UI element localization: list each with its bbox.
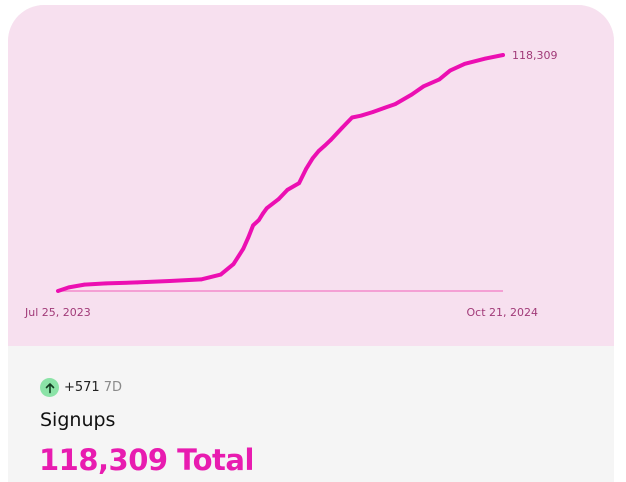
data-point [316,149,321,153]
data-point [257,218,261,222]
data-point [265,206,269,210]
data-point [297,181,301,185]
data-point [67,285,71,290]
data-point [501,53,505,57]
data-point [382,106,387,110]
data-point [328,138,333,142]
data-point [463,62,467,66]
data-point [218,272,223,277]
data-point [56,289,60,293]
data-point [304,167,308,171]
data-point [393,102,398,106]
data-point [340,125,345,130]
data-point [199,277,203,282]
delta-period: 7D [103,380,122,395]
data-point [311,156,315,160]
data-point [359,113,363,118]
chart-panel: 118,309 Jul 25, 2023 Oct 21, 2024 [8,5,614,346]
data-point [370,110,375,114]
data-point [82,282,87,287]
x-axis-start-label: Jul 25, 2023 [24,306,91,319]
metric-name: Signups [40,409,116,431]
signups-line-chart: 118,309 Jul 25, 2023 Oct 21, 2024 [24,49,558,319]
data-point [322,144,327,148]
data-point [483,56,488,61]
last-value-label: 118,309 [512,49,558,62]
data-point [437,77,442,82]
data-point [104,281,108,286]
metric-total: 118,309 Total [39,443,254,477]
delta-value: +571 [64,380,100,395]
data-point [276,197,281,201]
arrow-up-icon [40,378,59,397]
data-point [448,68,452,73]
data-point [421,84,426,89]
data-point [285,188,290,192]
data-point [135,280,140,285]
data-point [410,92,414,97]
data-point [246,235,250,240]
data-point [241,246,246,251]
series-line-signups [56,53,505,293]
data-point [231,262,236,266]
data-point [261,211,265,216]
signups-card: 118,309 Jul 25, 2023 Oct 21, 2024 +571 7… [8,5,614,482]
x-axis-end-label: Oct 21, 2024 [467,306,539,319]
summary-panel: +571 7D Signups 118,309 Total [8,346,614,482]
delta-row: +571 7D [40,378,122,397]
series-points [56,53,505,293]
data-point [251,223,255,228]
data-point [350,115,354,120]
data-point [167,279,172,283]
